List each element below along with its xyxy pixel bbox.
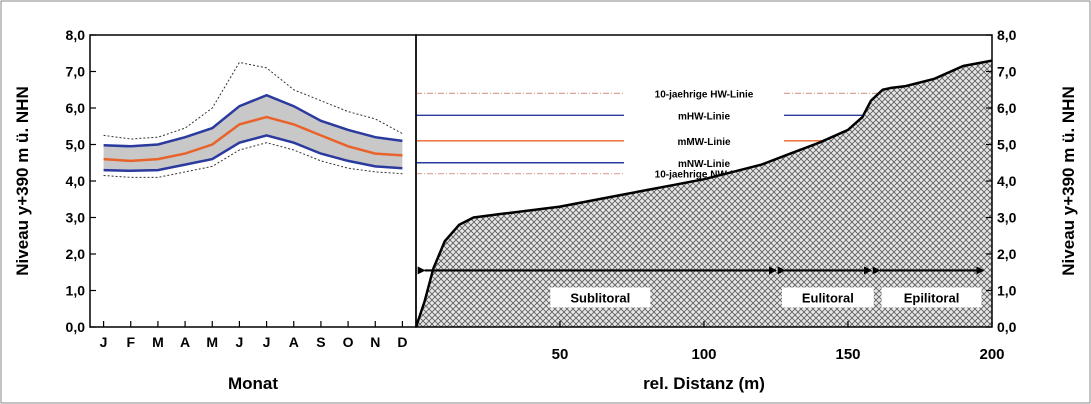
monthly-plot-area <box>103 61 403 178</box>
right-x-axis-label: rel. Distanz (m) <box>643 374 765 393</box>
right-y-tick-label: 2,0 <box>997 246 1017 262</box>
median-level-line <box>103 115 403 163</box>
month-tick-label: J <box>236 334 244 350</box>
month-tick-label: S <box>316 334 325 350</box>
left-y-tick-label: 1,0 <box>66 283 86 299</box>
reference-line-label: 10-jaehrige NW-Linie <box>655 170 754 181</box>
reference-line-label: mHW-Linie <box>678 111 730 122</box>
profile-area <box>416 60 992 327</box>
left-x-axis-label: Monat <box>228 374 278 393</box>
month-tick-label: A <box>180 334 190 350</box>
profile-chart: 10-jaehrige HW-Linie mHW-Linie mMW-Linie mN… <box>414 27 1078 393</box>
left-y-tick-label: 2,0 <box>66 246 86 262</box>
left-y-tick-label: 6,0 <box>66 100 86 116</box>
month-tick-label: M <box>152 334 164 350</box>
max-level-line <box>103 61 403 140</box>
left-y-axis-label: Niveau y+390 m ü. NHN <box>13 86 32 275</box>
reference-line-label: mNW-Linie <box>678 159 730 170</box>
month-tick-label: D <box>397 334 407 350</box>
distance-tick-label: 150 <box>835 346 860 363</box>
left-y-tick-label: 3,0 <box>66 210 86 226</box>
zone-label: Eulitoral <box>802 290 854 305</box>
zone-label-box <box>881 287 982 308</box>
right-y-tick-label: 4,0 <box>997 173 1017 189</box>
reference-line-label: 10-jaehrige HW-Linie <box>655 89 754 100</box>
left-y-tick-label: 7,0 <box>66 64 86 80</box>
reference-line-label: mMW-Linie <box>677 137 731 148</box>
right-plot-frame <box>415 34 993 328</box>
right-y-tick-label: 1,0 <box>997 283 1017 299</box>
left-y-tick-label: 0,0 <box>66 319 86 335</box>
month-tick-label: A <box>289 334 299 350</box>
profile-plot-area: 10-jaehrige HW-Linie mHW-Linie mMW-Linie mN… <box>414 59 993 328</box>
left-y-tick-label: 4,0 <box>66 173 86 189</box>
right-x-ticks: 50 100 150 200 <box>552 321 1005 363</box>
distance-tick-label: 100 <box>691 346 716 363</box>
month-tick-label: F <box>126 334 135 350</box>
left-y-tick-label: 8,0 <box>66 27 86 43</box>
right-y-tick-label: 3,0 <box>997 210 1017 226</box>
zone-label-box <box>781 287 874 308</box>
month-tick-label: O <box>343 334 354 350</box>
lower-percentile-line <box>103 134 403 173</box>
right-y-tick-label: 7,0 <box>997 64 1017 80</box>
right-y-tick-label: 0,0 <box>997 319 1017 335</box>
left-y-tick-label: 5,0 <box>66 137 86 153</box>
zone-label: Epilitoral <box>904 290 960 305</box>
min-level-line <box>103 142 403 178</box>
right-y-tick-label: 8,0 <box>997 27 1017 43</box>
distance-tick-label: 50 <box>552 346 569 363</box>
right-y-axis-label: Niveau y+390 m ü. NHN <box>1059 86 1078 275</box>
right-y-tick-label: 5,0 <box>997 137 1017 153</box>
zone-label: Sublitoral <box>570 290 630 305</box>
left-y-ticks: 0,0 1,0 2,0 3,0 4,0 5,0 6,0 7,0 8,0 <box>66 27 96 335</box>
right-y-tick-label: 6,0 <box>997 100 1017 116</box>
percentile-band <box>103 95 403 171</box>
upper-percentile-line <box>103 93 403 148</box>
profile-line <box>414 59 993 328</box>
month-tick-label: J <box>100 334 108 350</box>
month-tick-label: N <box>370 334 380 350</box>
distance-tick-label: 200 <box>979 346 1004 363</box>
month-tick-label: M <box>206 334 218 350</box>
right-y-ticks: 0,0 1,0 2,0 3,0 4,0 5,0 6,0 7,0 8,0 <box>986 27 1017 335</box>
month-tick-label: J <box>263 334 271 350</box>
zone-label-box <box>550 287 651 308</box>
